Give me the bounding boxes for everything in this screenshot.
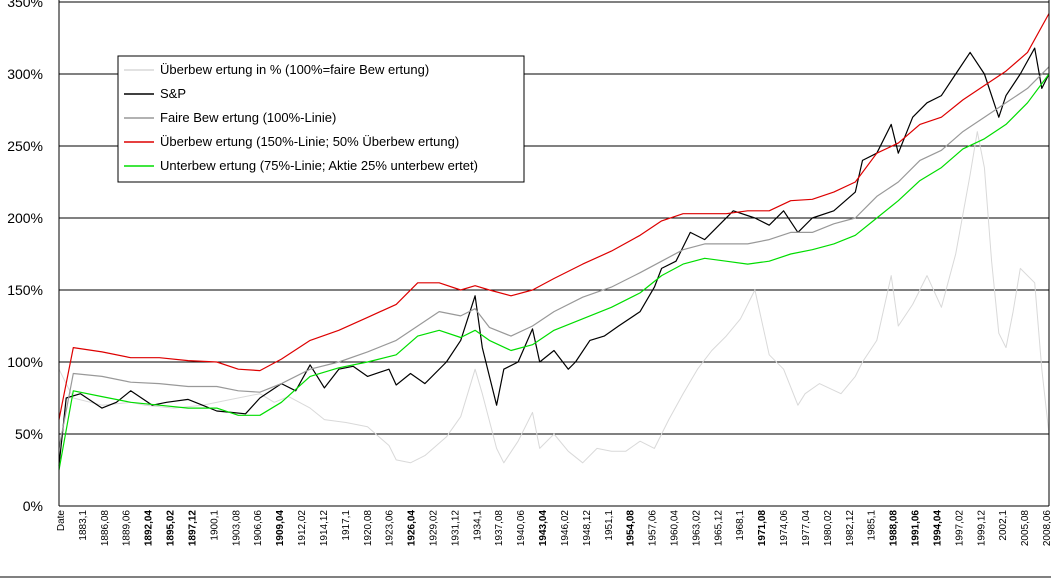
x-tick-label: 1912,02 [297,510,308,547]
x-tick-label: 1999,12 [976,510,987,547]
x-axis-ticks: Date 1883,1 1886,08 1889,06 1892,04 1895,02 18… [56,510,1051,547]
legend-label: S&P [160,86,186,101]
x-tick-label: 1963,02 [691,510,702,547]
x-tick-label: 1923,06 [385,510,396,547]
x-tick-label: 1937,08 [494,510,505,547]
y-tick-label: 300% [7,66,43,82]
x-tick-label: 1997,02 [954,510,965,547]
x-tick-label: 1957,06 [648,510,659,547]
x-tick-label: 1889,06 [122,510,133,547]
x-tick-label: 1906,06 [253,510,264,547]
x-tick-label: 1931,12 [450,510,461,547]
series-layer [58,13,1050,471]
x-tick-label: 1883,1 [78,510,89,541]
legend-label: Überbew ertung (150%-Linie; 50% Überbew … [160,134,459,149]
gridlines [59,1,1049,435]
y-axis-ticks: 0% 50% 100% 150% 200% 250% 300% 350% [7,0,43,514]
x-tick-label: 2005,08 [1020,510,1031,547]
series-line-1 [58,47,1050,466]
x-tick-label: 1991,06 [911,510,922,547]
x-tick-label: 1960,04 [670,510,681,547]
x-tick-label: 1974,06 [779,510,790,547]
x-tick-label: 1914,12 [319,510,330,547]
x-tick-label: 1968,1 [735,510,746,541]
series-line-4 [58,73,1050,471]
series-line-0 [58,131,1050,464]
x-tick-label: 1994,04 [932,510,943,547]
x-tick-label: 1965,12 [713,510,724,547]
x-tick-label: 1929,02 [429,510,440,547]
x-tick-label: 1934,1 [472,510,483,541]
x-tick-label: 1940,06 [516,510,527,547]
y-tick-label: 350% [7,0,43,10]
x-tick-label: 1897,12 [188,510,199,547]
x-tick-label: 1971,08 [757,510,768,547]
x-tick-label: 1948,12 [582,510,593,547]
legend-label: Faire Bew ertung (100%-Linie) [160,110,336,125]
legend-box [117,55,525,183]
x-tick-label: 1895,02 [166,510,177,547]
x-tick-label: 2008,06 [1042,510,1051,547]
legend: Überbew ertung in % (100%=faire Bew ertu… [117,55,525,183]
x-tick-label: 1886,08 [100,510,111,547]
x-tick-label: 1954,08 [626,510,637,547]
x-tick-label: 1988,08 [889,510,900,547]
y-tick-label: 200% [7,210,43,226]
x-tick-label: 1951,1 [604,510,615,541]
legend-label: Überbew ertung in % (100%=faire Bew ertu… [160,62,429,77]
y-tick-label: 0% [23,498,43,514]
y-tick-label: 250% [7,138,43,154]
y-tick-label: 50% [15,426,43,442]
x-tick-label: 1920,08 [363,510,374,547]
x-tick-label: 1946,02 [560,510,571,547]
x-tick-label: 1943,04 [538,510,549,547]
x-tick-label: Date [56,510,67,532]
y-tick-label: 100% [7,354,43,370]
series-line-3 [58,13,1050,420]
x-tick-label: 1903,08 [231,510,242,547]
series-line-2 [58,66,1050,449]
x-tick-label: 1985,1 [867,510,878,541]
y-tick-label: 150% [7,282,43,298]
x-tick-label: 1917,1 [341,510,352,541]
x-tick-label: 2002,1 [998,510,1009,541]
x-tick-label: 1909,04 [275,510,286,547]
x-tick-label: 1892,04 [144,510,155,547]
x-tick-label: 1977,04 [801,510,812,547]
x-tick-label: 1982,12 [845,510,856,547]
x-tick-label: 1926,04 [407,510,418,547]
legend-label: Unterbew ertung (75%-Linie; Aktie 25% un… [160,158,478,173]
x-tick-label: 1900,1 [209,510,220,541]
x-tick-label: 1980,02 [823,510,834,547]
